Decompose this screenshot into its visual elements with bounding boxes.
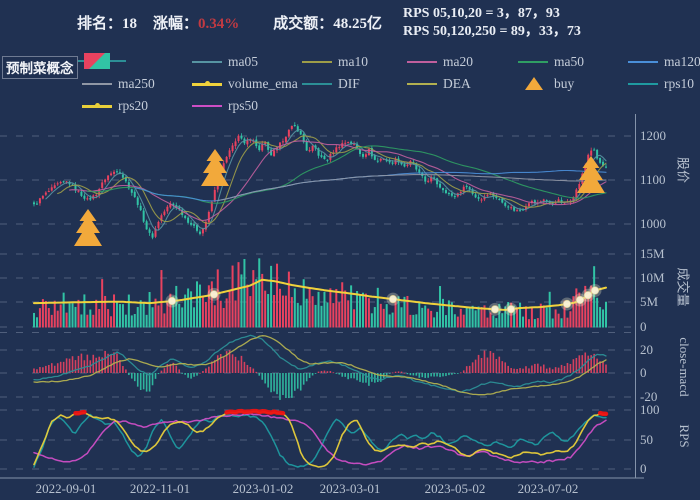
y-tick-label: 0 bbox=[640, 461, 647, 476]
legend-swatch-dot bbox=[205, 81, 210, 86]
buy-marker-icon bbox=[201, 149, 229, 186]
legend-label: buy bbox=[554, 76, 575, 91]
y-tick-label: 20 bbox=[640, 342, 653, 357]
volume-pane bbox=[33, 258, 607, 328]
legend-swatch bbox=[628, 61, 658, 63]
legend-swatch bbox=[192, 105, 222, 107]
rank-label: 排名： bbox=[77, 16, 123, 32]
legend-swatch bbox=[82, 83, 112, 85]
rps-summary: RPS 05,10,20 = 3，87，93 RPS 50,120,250 = … bbox=[403, 5, 581, 41]
legend-swatch bbox=[628, 83, 658, 85]
legend-swatch-dot bbox=[95, 103, 100, 108]
rps-summary-line2: RPS 50,120,250 = 89，33，73 bbox=[403, 24, 581, 39]
kline-legend-icon bbox=[78, 53, 126, 69]
legend-label: rps10 bbox=[664, 76, 694, 91]
y-tick-label: 50 bbox=[640, 432, 653, 447]
buy-markers bbox=[74, 149, 605, 246]
buy-triangle-icon bbox=[525, 77, 543, 90]
pane-ylabel-macd: close-macd bbox=[677, 337, 692, 397]
legend-label: volume_ema bbox=[228, 76, 298, 91]
x-tick-label: 2022-11-01 bbox=[129, 481, 191, 496]
legend-swatch bbox=[407, 61, 437, 63]
change-value: 0.34% bbox=[198, 16, 240, 32]
legend-label: ma10 bbox=[338, 54, 368, 69]
macd-pane bbox=[33, 334, 607, 400]
legend-label: ma50 bbox=[554, 54, 584, 69]
buy-marker-icon bbox=[577, 156, 605, 193]
legend-label: DIF bbox=[338, 76, 360, 91]
kline-legend-candle bbox=[84, 53, 110, 69]
x-tick-label: 2023-05-02 bbox=[424, 481, 486, 496]
legend-swatch bbox=[407, 83, 437, 85]
legend-label: rps20 bbox=[118, 98, 148, 113]
buy-marker-icon bbox=[74, 209, 102, 246]
header-stats: 排名：18 涨幅：0.34% 成交额：48.25亿 bbox=[77, 12, 382, 33]
x-tick-label: 2022-09-01 bbox=[35, 481, 97, 496]
y-tick-label: 1000 bbox=[640, 216, 666, 231]
rank-value: 18 bbox=[122, 16, 138, 32]
turnover-label: 成交额： bbox=[273, 16, 334, 32]
pane-ylabel-price: 股价 bbox=[675, 156, 691, 184]
y-tick-label: 1100 bbox=[640, 172, 666, 187]
rps-pane bbox=[33, 408, 609, 468]
y-tick-label: -20 bbox=[640, 389, 658, 404]
change-label: 涨幅： bbox=[153, 16, 199, 32]
y-tick-label: 0 bbox=[640, 365, 647, 380]
price-pane bbox=[33, 122, 607, 240]
legend-swatch bbox=[192, 61, 222, 63]
y-tick-label: 100 bbox=[640, 402, 660, 417]
legend-label: rps50 bbox=[228, 98, 258, 113]
y-tick-label: 0 bbox=[640, 319, 647, 334]
x-tick-label: 2023-01-02 bbox=[232, 481, 294, 496]
legend-label: ma250 bbox=[118, 76, 155, 91]
concept-label: 预制菜概念 bbox=[2, 56, 78, 79]
legend-label: ma20 bbox=[443, 54, 473, 69]
x-tick-label: 2023-07-02 bbox=[517, 481, 579, 496]
gridlines bbox=[0, 135, 636, 470]
y-tick-label: 15M bbox=[640, 246, 665, 261]
legend-swatch bbox=[302, 83, 332, 85]
legend-label: ma05 bbox=[228, 54, 258, 69]
y-tick-label: 10M bbox=[640, 270, 665, 285]
y-tick-label: 1200 bbox=[640, 128, 666, 143]
legend-swatch bbox=[518, 61, 548, 63]
legend-swatch bbox=[302, 61, 332, 63]
y-tick-label: 5M bbox=[640, 294, 659, 309]
legend-label: DEA bbox=[443, 76, 471, 91]
x-tick-label: 2023-03-01 bbox=[319, 481, 381, 496]
turnover-value: 48.25亿 bbox=[333, 16, 383, 32]
pane-ylabel-rps: RPS bbox=[677, 424, 692, 448]
rps-summary-line1: RPS 05,10,20 = 3，87，93 bbox=[403, 6, 560, 21]
legend-label: ma120 bbox=[664, 54, 700, 69]
pane-ylabel-volume: 成交量 bbox=[675, 267, 691, 307]
